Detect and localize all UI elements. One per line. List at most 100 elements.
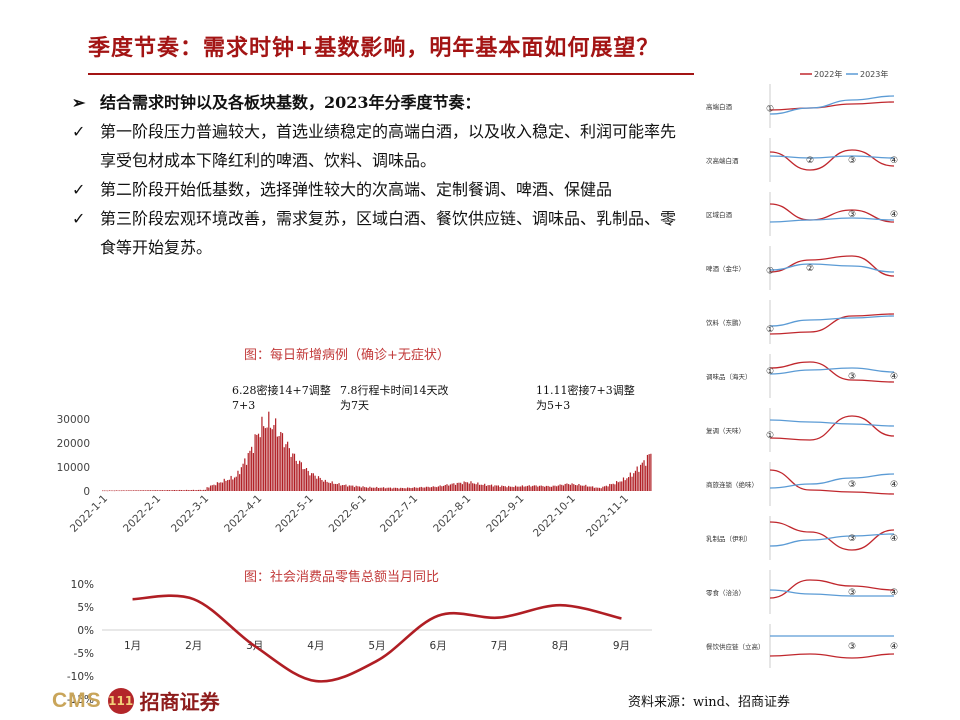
covid-bar [309,475,311,491]
covid-bar [586,486,589,491]
covid-bar [568,484,570,491]
clock-line-2022 [769,361,895,383]
covid-bar [281,433,284,491]
covid-chart-title: 图：每日新增病例（确诊+无症状） [244,348,450,363]
covid-bar [511,486,513,491]
clock-line-2022 [769,579,895,599]
x-tick-label: 9月 [613,640,630,652]
clock-line-2023 [769,155,895,159]
covid-bar [401,487,404,491]
covid-bar [132,490,135,491]
covid-bar [604,486,606,491]
covid-bar [412,487,414,491]
covid-bar [374,487,376,491]
covid-bar [323,481,325,491]
bullet-text: 第一阶段压力普遍较大，首选业绩稳定的高端白酒，以及收入稳定、利润可能率先享受包材… [100,122,677,170]
covid-bar [203,489,205,491]
covid-bar [343,485,345,491]
covid-bar [172,490,174,491]
clock-line-2022 [769,415,895,441]
phase-marker: ① [766,367,774,377]
covid-bar [621,481,623,491]
covid-bar [280,431,282,491]
x-tick-label: 8月 [552,640,569,652]
covid-bar [369,486,371,491]
covid-bar [514,485,517,491]
covid-bar [137,490,140,492]
covid-bar [631,476,633,491]
covid-bar [134,490,136,491]
covid-bar [432,486,434,491]
covid-bar [617,482,619,491]
covid-bar [264,428,266,491]
covid-bar [561,484,563,491]
covid-bar [233,477,236,491]
covid-bar [573,484,575,491]
x-tick-label: 2022-2-1 [121,493,163,535]
covid-bar [550,486,553,491]
covid-bar [143,490,145,491]
clock-row-label: 次高端白酒 [706,156,739,165]
covid-bar [472,483,474,491]
x-tick-label: 5月 [368,640,385,652]
covid-bar [288,448,290,491]
covid-bar [189,490,191,491]
covid-bar [211,485,213,491]
covid-bar [650,453,652,491]
covid-bar [417,487,419,491]
source-note: 资料来源：wind、招商证券 [628,695,790,710]
covid-bar [372,487,374,491]
covid-bar [112,490,114,492]
covid-bar [314,475,316,491]
covid-bar [609,483,611,491]
covid-bar [158,490,160,491]
covid-bar [484,483,486,491]
covid-bar [120,490,123,492]
bullet-text: 第三阶段宏观环境改善，需求复苏，区域白酒、餐饮供应链、调味品、乳制品、零食等开始… [100,209,677,257]
bullet-item: ✓ 第三阶段宏观环境改善，需求复苏，区域白酒、餐饮供应链、调味品、乳制品、零食等… [72,204,682,262]
covid-bar [328,482,330,491]
covid-bar [131,490,133,492]
covid-bar [492,486,494,491]
lead-bullet-text: 结合需求时钟以及各板块基数，2023年分季度节奏： [100,93,481,112]
x-tick-label: 2022-1-1 [68,493,110,535]
covid-bar [413,487,416,491]
covid-bar [504,486,506,491]
covid-bar [221,482,224,491]
covid-bar [146,490,148,491]
retail-chart-title: 图：社会消费品零售总额当月同比 [244,570,440,585]
covid-bar [299,460,301,491]
covid-bar [371,487,373,491]
covid-bar [155,490,157,491]
covid-bar [139,490,141,491]
covid-bar [427,486,429,491]
phase-marker: ③ [848,642,856,652]
covid-bar [485,485,487,491]
covid-bar [237,470,239,491]
covid-bar [556,486,558,491]
covid-bar [622,477,625,491]
covid-bar [357,486,359,491]
covid-bar [240,467,242,491]
covid-bar [350,485,352,491]
covid-bar [641,462,643,491]
covid-bar [215,485,217,491]
clock-row-label: 零食（洽洽） [706,588,745,597]
covid-bar [148,490,150,491]
covid-bar [516,486,518,491]
covid-bar [422,487,424,491]
covid-bar [405,488,407,491]
clock-row-label: 乳制品（伊利） [706,534,752,543]
covid-bar [292,453,294,491]
covid-bar [465,482,467,491]
covid-bar [182,490,184,491]
clock-line-2022 [769,313,895,335]
covid-bar [525,486,527,491]
covid-bar [562,485,565,491]
phase-marker: ③ [848,156,856,166]
covid-bar [115,490,117,491]
covid-bar [268,411,270,491]
covid-bar [544,486,546,491]
clock-line-2022 [769,521,895,551]
clock-row-label: 商旅连锁（绝味） [706,480,758,489]
